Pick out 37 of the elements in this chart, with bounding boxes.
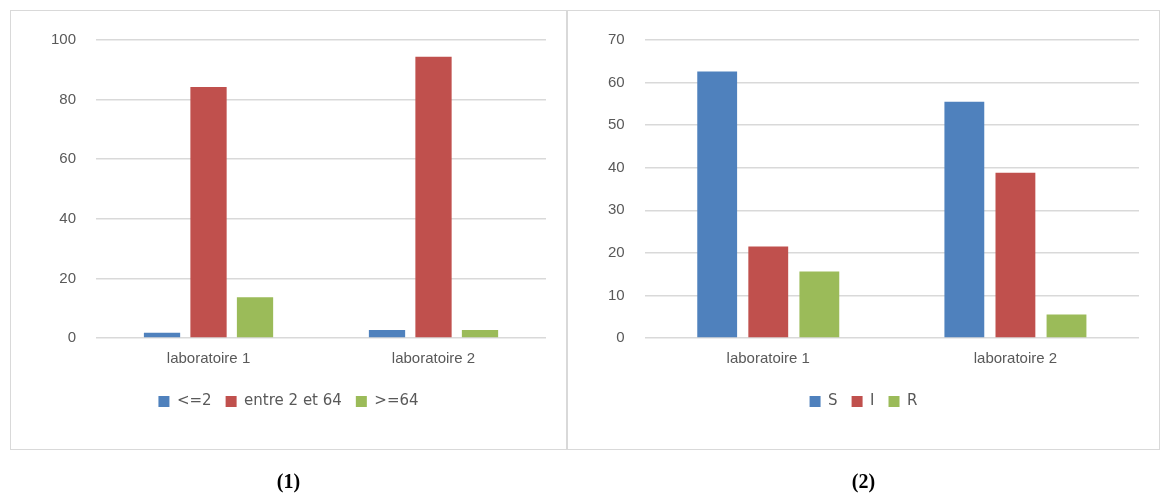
legend-label: <=2 <box>176 391 212 410</box>
y-tick-label: 80 <box>59 89 77 107</box>
legend-label: entre 2 et 64 <box>244 391 342 410</box>
bar <box>1046 314 1087 338</box>
text: (2) <box>850 470 877 493</box>
y-tick-label: 60 <box>608 72 625 90</box>
bar <box>944 101 985 338</box>
legend-label: S <box>828 391 838 410</box>
y-tick-label: 40 <box>608 157 625 175</box>
y-tick-label: 40 <box>59 208 77 226</box>
y-tick-label: 60 <box>59 149 77 167</box>
legend-label: >=64 <box>374 391 419 410</box>
bar <box>697 71 738 338</box>
bar <box>995 172 1036 338</box>
x-tick-label: laboratoire 1 <box>726 349 810 367</box>
bar <box>368 329 406 338</box>
bar <box>236 297 274 338</box>
text: (1) <box>275 470 302 493</box>
bar <box>799 271 840 338</box>
y-tick-label: 50 <box>608 115 625 133</box>
bar <box>748 246 789 338</box>
y-tick-label: 0 <box>616 328 625 346</box>
y-tick-label: 0 <box>67 328 77 346</box>
y-tick-label: 20 <box>608 243 625 260</box>
bar <box>190 87 227 338</box>
x-tick-label: laboratoire 1 <box>166 349 251 367</box>
y-tick-label: 30 <box>608 200 625 218</box>
y-tick-label: 10 <box>608 285 625 303</box>
y-tick-label: 100 <box>51 30 77 48</box>
legend-label: I <box>870 391 875 410</box>
y-tick-label: 20 <box>59 268 77 286</box>
bar <box>415 56 452 338</box>
y-tick-label: 70 <box>608 30 625 48</box>
bar <box>461 329 499 338</box>
x-tick-label: laboratoire 2 <box>973 349 1058 367</box>
x-tick-label: laboratoire 2 <box>391 349 476 367</box>
legend-label: R <box>907 391 918 410</box>
